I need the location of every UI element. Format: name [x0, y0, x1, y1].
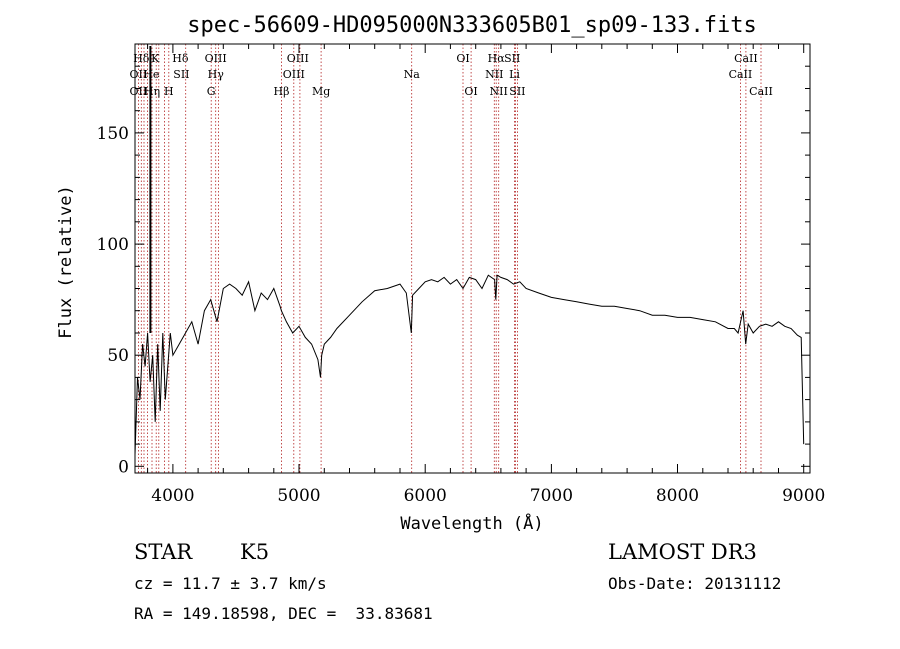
spectral-line-label: H — [164, 85, 174, 98]
spectral-line-label: CaII — [749, 85, 773, 98]
spectral-line-labels: HδKHδOIIIOIIIOIHαSIICaIIOIIHeSIIHγOIIINa… — [130, 52, 773, 98]
spectral-line-markers — [137, 44, 762, 473]
x-tick-label: 9000 — [782, 486, 825, 506]
object-class: STAR — [134, 540, 193, 564]
spectral-line-label: OIII — [283, 68, 305, 81]
x-tick-label: 6000 — [404, 486, 447, 506]
spectral-line-label: G — [207, 85, 216, 98]
y-tick-label: 0 — [118, 457, 129, 477]
spectral-line-label: SII — [509, 85, 525, 98]
x-axis-ticks: 4000 5000 6000 7000 8000 9000 — [147, 44, 825, 506]
spectral-line-label: OIII — [287, 52, 309, 65]
x-axis-label: Wavelength (Å) — [400, 512, 543, 534]
spectral-line-label: CaII — [734, 52, 758, 65]
x-tick-label: 8000 — [656, 486, 699, 506]
redshift-readout: cz = 11.7 ± 3.7 km/s — [134, 574, 327, 593]
spectral-line-label: K — [151, 52, 160, 65]
chart-title: spec-56609-HD095000N333605B01_sp09-133.f… — [187, 13, 757, 38]
spectral-line-label: Hδ — [172, 52, 189, 65]
spectral-line-label: Hα — [488, 52, 506, 65]
spectral-line-label: OII — [130, 68, 148, 81]
spectral-line-label: Hγ — [208, 68, 225, 81]
spectral-line-label: Hη — [144, 85, 160, 98]
spectral-line-label: OI — [464, 85, 477, 98]
spectral-line-label: SII — [504, 52, 520, 65]
spectral-line-label: OI — [456, 52, 469, 65]
y-tick-label: 150 — [97, 124, 129, 144]
spectral-line-label: Li — [509, 68, 520, 81]
object-subclass: K5 — [240, 540, 270, 564]
spectral-line-label: Na — [404, 68, 421, 81]
y-axis-ticks: 0 50 100 150 — [97, 65, 810, 477]
x-tick-label: 7000 — [530, 486, 573, 506]
plot-frame — [134, 43, 811, 474]
coordinates-readout: RA = 149.18598, DEC = 33.83681 — [134, 604, 433, 623]
spectral-line-label: OIII — [205, 52, 227, 65]
spectral-line-label: NII — [490, 85, 508, 98]
spectral-line-label: SII — [173, 68, 189, 81]
spectrum-series — [134, 46, 805, 456]
spectrum-chart: spec-56609-HD095000N333605B01_sp09-133.f… — [56, 13, 825, 534]
spectral-line-label: Mg — [312, 85, 330, 98]
spectrum-line — [134, 274, 805, 456]
spectral-line-label: OII — [130, 85, 148, 98]
x-tick-label: 4000 — [151, 486, 194, 506]
x-tick-label: 5000 — [277, 486, 320, 506]
y-tick-label: 100 — [97, 235, 129, 255]
spectral-line-label: NII — [485, 68, 503, 81]
y-axis-label: Flux (relative) — [56, 185, 76, 339]
spectral-line-label: CaII — [729, 68, 753, 81]
spectral-line-label: Hδ — [133, 52, 150, 65]
survey-name: LAMOST DR3 — [608, 540, 757, 564]
observation-date: Obs-Date: 20131112 — [608, 574, 782, 593]
spectral-line-label: Hβ — [274, 85, 290, 98]
y-tick-label: 50 — [107, 346, 129, 366]
